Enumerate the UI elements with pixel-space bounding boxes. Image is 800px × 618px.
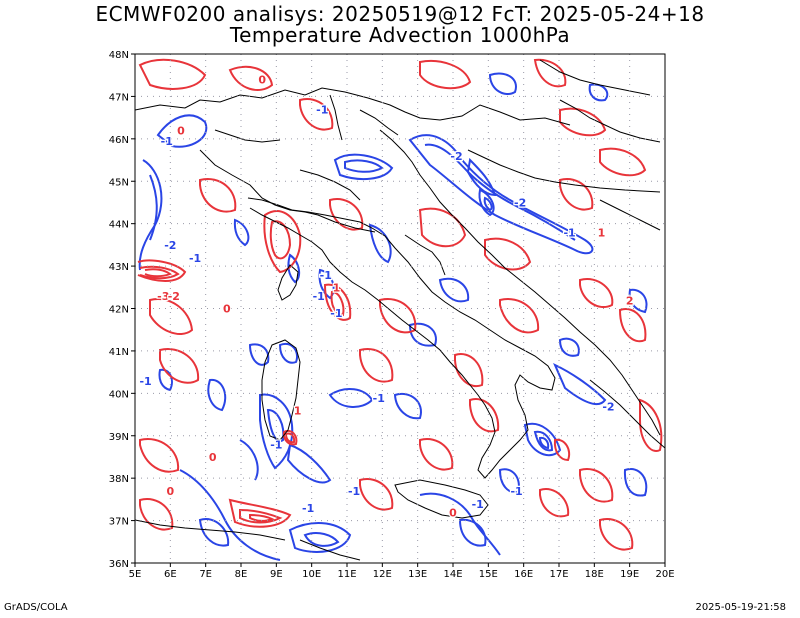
lat-tick-label: 47N — [109, 92, 129, 103]
contour-value-label: -1 — [316, 103, 328, 116]
lon-tick-label: 7E — [199, 569, 212, 580]
contour-value-label: 2 — [626, 294, 634, 307]
contour-value-label: 1 — [598, 226, 606, 239]
map-subtitle: Temperature Advection 1000hPa — [229, 23, 571, 47]
contour-value-label: 1 — [333, 282, 341, 295]
contour-value-label: -1 — [348, 485, 360, 498]
lon-tick-label: 5E — [129, 569, 142, 580]
lat-tick-label: 38N — [109, 474, 129, 485]
longitude-axis: 5E 6E 7E 8E 9E 10E 11E 12E 13E 14E 15E 16E 17E 18E 19E… — [129, 563, 675, 580]
contour-value-label: -1 — [373, 392, 385, 405]
contour-value-label: -1 — [320, 269, 332, 282]
latitude-axis: 36N 37N 38N 39N 40N 41N 42N 43N 44N 45N 46N 47N 48N — [109, 50, 135, 570]
contour-value-label: -1 — [161, 135, 173, 148]
lat-tick-label: 41N — [109, 347, 129, 358]
contour-value-label: 0 — [177, 125, 185, 138]
contour-value-label: -1 — [139, 375, 151, 388]
lon-tick-label: 19E — [620, 569, 639, 580]
lon-tick-label: 18E — [585, 569, 604, 580]
contour-value-label: -2 — [168, 290, 180, 303]
lat-tick-label: 48N — [109, 50, 129, 61]
lat-tick-label: 44N — [109, 220, 129, 231]
contour-value-label: -1 — [313, 290, 325, 303]
lon-tick-label: 16E — [514, 569, 533, 580]
contour-value-label: 0 — [209, 451, 217, 464]
contour-value-label: -1 — [510, 485, 522, 498]
contour-value-label: -1 — [330, 307, 342, 320]
contour-value-label: -1 — [189, 252, 201, 265]
contour-value-label: -2 — [514, 197, 526, 210]
lon-tick-label: 20E — [655, 569, 674, 580]
lon-tick-label: 17E — [549, 569, 568, 580]
lon-tick-label: 13E — [408, 569, 427, 580]
footer-software: GrADS/COLA — [4, 602, 68, 613]
lon-tick-label: 9E — [270, 569, 283, 580]
contour-label-layer: 0-10-1-2-2-1 1-2-1-11-1-1-3-2-1-11-1-1-1-… — [138, 72, 635, 520]
contour-value-label: -2 — [164, 239, 176, 252]
contour-value-label: -1 — [270, 438, 282, 451]
contour-layer — [137, 58, 663, 561]
lon-tick-label: 10E — [302, 569, 321, 580]
contour-value-label: 0 — [258, 74, 266, 87]
contour-value-label: -2 — [450, 150, 462, 163]
contour-value-label: -3 — [157, 290, 169, 303]
positive-contours — [137, 58, 663, 551]
lat-tick-label: 45N — [109, 177, 129, 188]
lat-tick-label: 37N — [109, 517, 129, 528]
map-title: ECMWF0200 analisys: 20250519@12 FcT: 202… — [95, 2, 705, 26]
lon-tick-label: 15E — [479, 569, 498, 580]
lon-tick-label: 6E — [164, 569, 177, 580]
lat-tick-label: 46N — [109, 135, 129, 146]
lon-tick-label: 14E — [443, 569, 462, 580]
contour-value-label: 0 — [223, 303, 231, 316]
contour-value-label: -1 — [302, 502, 314, 515]
lat-tick-label: 40N — [109, 389, 129, 400]
contour-value-label: -1 — [563, 226, 575, 239]
lat-tick-label: 42N — [109, 305, 129, 316]
contour-value-label: -1 — [472, 498, 484, 511]
lon-tick-label: 8E — [235, 569, 248, 580]
footer-timestamp: 2025-05-19-21:58 — [695, 602, 786, 613]
lat-tick-label: 36N — [109, 559, 129, 570]
lon-tick-label: 12E — [373, 569, 392, 580]
coastline-layer — [135, 59, 665, 561]
lon-tick-label: 11E — [337, 569, 356, 580]
lat-tick-label: 39N — [109, 432, 129, 443]
contour-value-label: 0 — [167, 485, 175, 498]
contour-value-label: 1 — [294, 405, 302, 418]
contour-value-label: 0 — [449, 506, 457, 519]
contour-value-label: -2 — [602, 400, 614, 413]
graticule — [135, 54, 665, 563]
lat-tick-label: 43N — [109, 262, 129, 273]
negative-contours — [138, 72, 648, 561]
